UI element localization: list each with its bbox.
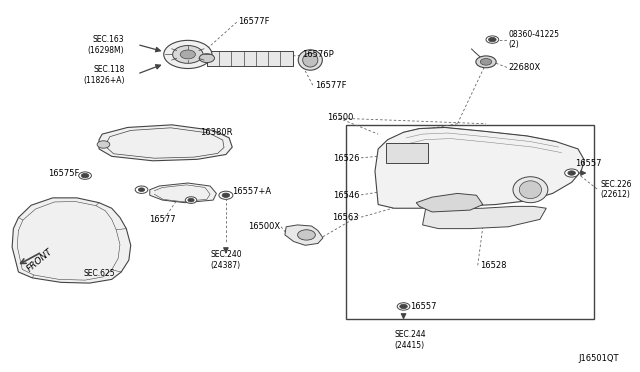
Text: SEC.226
(22612): SEC.226 (22612) <box>600 180 632 199</box>
Circle shape <box>135 186 148 193</box>
Text: 16528: 16528 <box>479 261 506 270</box>
Circle shape <box>97 141 110 148</box>
Text: SEC.118
(11826+A): SEC.118 (11826+A) <box>83 65 124 84</box>
Circle shape <box>188 198 194 202</box>
Text: 22680X: 22680X <box>508 63 540 72</box>
Circle shape <box>568 171 575 175</box>
Circle shape <box>400 304 407 309</box>
Text: SEC.244
(24415): SEC.244 (24415) <box>394 330 426 350</box>
Polygon shape <box>150 183 216 203</box>
Circle shape <box>298 230 316 240</box>
Bar <box>387 143 428 163</box>
Circle shape <box>488 37 496 42</box>
Text: 16563: 16563 <box>333 213 359 222</box>
Polygon shape <box>416 193 483 212</box>
Polygon shape <box>12 198 131 283</box>
Circle shape <box>486 36 499 43</box>
Circle shape <box>180 50 195 59</box>
Text: 16577F: 16577F <box>315 81 346 90</box>
Circle shape <box>81 173 89 178</box>
Text: 16546: 16546 <box>333 191 359 200</box>
Circle shape <box>79 172 92 179</box>
Bar <box>346 125 594 320</box>
Ellipse shape <box>298 50 323 70</box>
Text: 16500X: 16500X <box>248 222 280 231</box>
Circle shape <box>476 56 496 68</box>
Text: 16557: 16557 <box>410 302 436 311</box>
Text: 08360-41225
(2): 08360-41225 (2) <box>508 30 559 49</box>
Circle shape <box>199 54 214 62</box>
Text: SEC.625: SEC.625 <box>83 269 115 278</box>
Text: 16575F: 16575F <box>48 169 79 177</box>
Text: 16557: 16557 <box>575 159 602 168</box>
Text: 16557+A: 16557+A <box>232 187 271 196</box>
Text: 16526: 16526 <box>333 154 359 163</box>
Ellipse shape <box>519 181 541 199</box>
Circle shape <box>564 169 579 177</box>
Polygon shape <box>375 128 584 208</box>
Text: 16577: 16577 <box>149 215 176 224</box>
Circle shape <box>173 45 203 63</box>
Circle shape <box>138 188 145 192</box>
Ellipse shape <box>513 177 548 203</box>
Ellipse shape <box>303 53 318 67</box>
Circle shape <box>186 197 196 203</box>
Polygon shape <box>99 125 232 161</box>
Text: 16576P: 16576P <box>302 50 334 59</box>
Text: SEC.240
(24387): SEC.240 (24387) <box>210 250 242 270</box>
Circle shape <box>480 58 492 65</box>
Text: 16500: 16500 <box>327 113 353 122</box>
Text: 16380R: 16380R <box>200 128 233 137</box>
Polygon shape <box>285 225 323 245</box>
Polygon shape <box>422 206 547 229</box>
Polygon shape <box>207 51 292 65</box>
Circle shape <box>397 303 410 310</box>
Circle shape <box>164 40 212 68</box>
Circle shape <box>222 193 230 198</box>
Text: SEC.163
(16298M): SEC.163 (16298M) <box>88 35 124 55</box>
Text: J16501QT: J16501QT <box>579 354 620 363</box>
Circle shape <box>219 191 233 199</box>
Text: 16577F: 16577F <box>239 17 270 26</box>
Text: FRONT: FRONT <box>26 247 54 273</box>
